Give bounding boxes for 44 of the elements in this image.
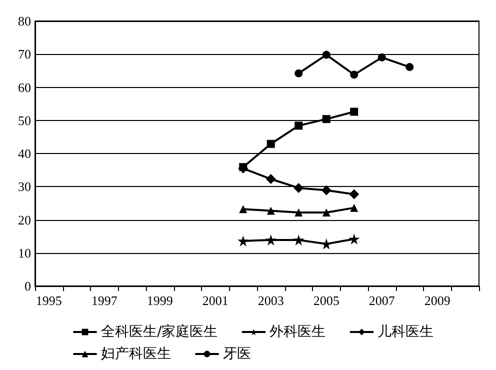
y-tick-label: 20 [18, 212, 31, 228]
y-tick-label: 10 [18, 245, 31, 260]
x-tick-label: 2003 [258, 293, 284, 308]
legend-label: 妇产科医生 [101, 346, 171, 362]
point [294, 122, 303, 130]
point [321, 185, 332, 196]
point [266, 140, 275, 148]
point [294, 208, 303, 216]
point [265, 234, 276, 246]
point [294, 69, 303, 78]
y-tick-label: 70 [18, 46, 31, 62]
point [350, 70, 358, 79]
legend-label: 牙医 [223, 346, 251, 362]
point [238, 235, 249, 246]
x-tick-label: 2007 [368, 293, 396, 308]
point [294, 182, 304, 193]
legend-label: 全科医生/家庭医生 [101, 324, 218, 340]
x-tick-label: 1999 [146, 293, 173, 308]
point [378, 53, 386, 62]
y-tick-label: 30 [18, 179, 31, 194]
point [266, 174, 276, 184]
point [239, 205, 248, 214]
point [266, 206, 275, 215]
y-tick-label: 0 [24, 278, 31, 294]
point [349, 189, 360, 200]
x-tick-label: 2001 [202, 293, 228, 308]
point [348, 233, 360, 244]
y-tick-label: 80 [18, 14, 31, 28]
point [350, 108, 358, 116]
x-tick-label: 1997 [91, 293, 118, 308]
x-tick-label: 2009 [424, 293, 450, 308]
point [322, 208, 330, 216]
x-tick-label: 1995 [36, 293, 62, 308]
point [293, 234, 304, 246]
legend-label: 外科医生 [270, 324, 326, 340]
point [406, 63, 414, 72]
x-tick-label: 2005 [313, 293, 340, 308]
y-tick-label: 50 [18, 112, 31, 128]
y-tick-label: 60 [18, 80, 31, 95]
point [350, 204, 358, 212]
legend-label: 儿科医生 [378, 324, 434, 340]
point [322, 115, 330, 124]
point [322, 50, 330, 59]
y-tick-label: 40 [18, 146, 31, 161]
